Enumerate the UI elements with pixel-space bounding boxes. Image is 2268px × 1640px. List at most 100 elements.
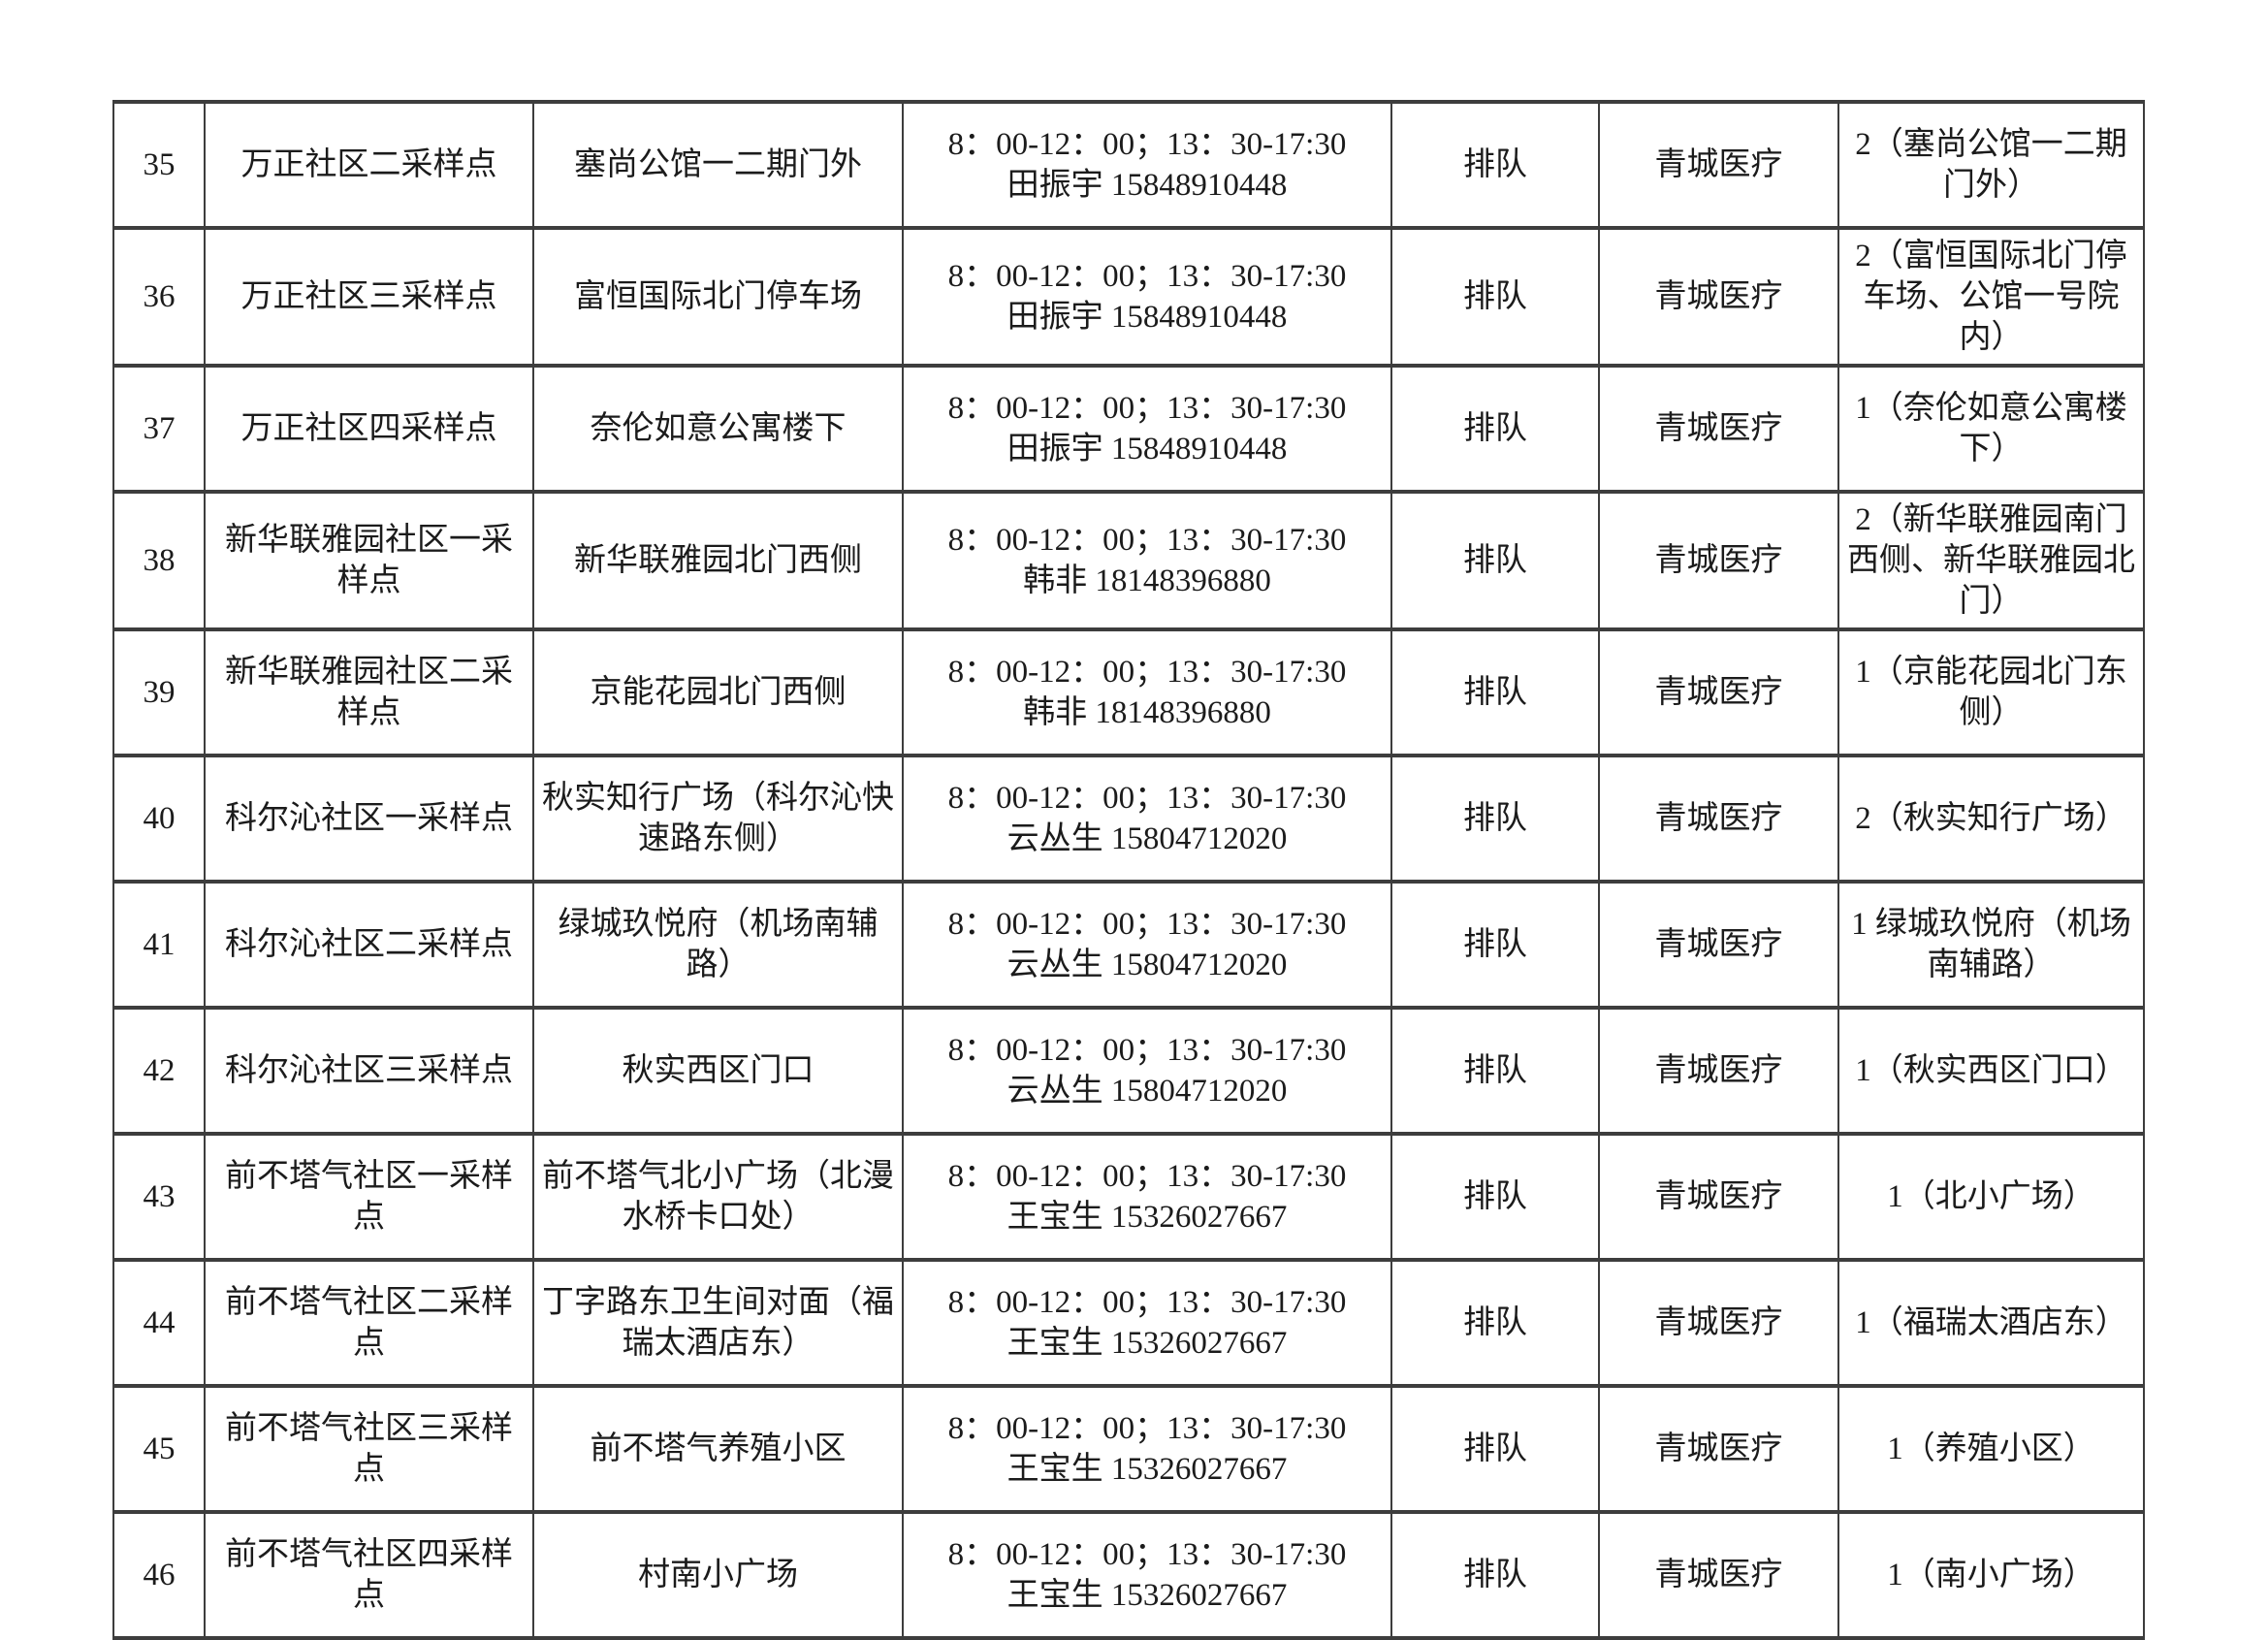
contact-text: 云丛生 15804712020 xyxy=(1006,948,1288,982)
cell-time-and-contact: 8：00-12：00；13：30-17:30 云丛生 15804712020 xyxy=(902,1006,1392,1136)
cell-time-and-contact: 8：00-12：00；13：30-17:30 韩非 18148396880 xyxy=(902,627,1392,757)
cell-sampling-org: 青城医疗 xyxy=(1598,1258,1839,1388)
table-row: 44 前不塔气社区二采样点 丁字路东卫生间对面（福瑞太酒店东） 8：00-12：… xyxy=(112,1258,2145,1388)
table-body: 35 万正社区二采样点 塞尚公馆一二期门外 8：00-12：00；13：30-1… xyxy=(112,100,2145,1640)
contact-text: 王宝生 15326027667 xyxy=(1006,1326,1288,1361)
cell-location: 京能花园北门西侧 xyxy=(532,627,904,757)
table-row: 35 万正社区二采样点 塞尚公馆一二期门外 8：00-12：00；13：30-1… xyxy=(112,100,2145,230)
cell-queue-method: 排队 xyxy=(1390,1510,1600,1640)
time-range-text: 8：00-12：00；13：30-17:30 xyxy=(947,1159,1347,1194)
cell-row-number: 35 xyxy=(112,100,206,230)
cell-queue-method: 排队 xyxy=(1390,1384,1600,1514)
contact-text: 田振宇 15848910448 xyxy=(1006,300,1288,335)
table-row: 42 科尔沁社区三采样点 秋实西区门口 8：00-12：00；13：30-17:… xyxy=(112,1006,2145,1136)
table-row: 45 前不塔气社区三采样点 前不塔气养殖小区 8：00-12：00；13：30-… xyxy=(112,1384,2145,1514)
cell-channel-count: 2（富恒国际北门停车场、公馆一号院内） xyxy=(1837,226,2145,368)
cell-row-number: 36 xyxy=(112,226,206,368)
table-row: 39 新华联雅园社区二采样点 京能花园北门西侧 8：00-12：00；13：30… xyxy=(112,627,2145,757)
cell-sampling-org: 青城医疗 xyxy=(1598,490,1839,631)
cell-queue-method: 排队 xyxy=(1390,490,1600,631)
cell-time-and-contact: 8：00-12：00；13：30-17:30 王宝生 15326027667 xyxy=(902,1384,1392,1514)
cell-sampling-org: 青城医疗 xyxy=(1598,754,1839,884)
cell-sampling-org: 青城医疗 xyxy=(1598,226,1839,368)
cell-row-number: 42 xyxy=(112,1006,206,1136)
table-row: 38 新华联雅园社区一采样点 新华联雅园北门西侧 8：00-12：00；13：3… xyxy=(112,490,2145,631)
cell-queue-method: 排队 xyxy=(1390,1258,1600,1388)
cell-row-number: 39 xyxy=(112,627,206,757)
cell-channel-count: 2（塞尚公馆一二期门外） xyxy=(1837,100,2145,230)
cell-location: 秋实知行广场（科尔沁快速路东侧） xyxy=(532,754,904,884)
cell-sampling-point-name: 新华联雅园社区二采样点 xyxy=(204,627,534,757)
time-range-text: 8：00-12：00；13：30-17:30 xyxy=(947,1537,1347,1572)
time-range-text: 8：00-12：00；13：30-17:30 xyxy=(947,1033,1347,1068)
table-row: 41 科尔沁社区二采样点 绿城玖悦府（机场南辅路） 8：00-12：00；13：… xyxy=(112,880,2145,1010)
cell-time-and-contact: 8：00-12：00；13：30-17:30 云丛生 15804712020 xyxy=(902,880,1392,1010)
cell-sampling-point-name: 万正社区四采样点 xyxy=(204,364,534,494)
cell-location: 奈伦如意公寓楼下 xyxy=(532,364,904,494)
cell-queue-method: 排队 xyxy=(1390,226,1600,368)
time-range-text: 8：00-12：00；13：30-17:30 xyxy=(947,907,1347,942)
time-range-text: 8：00-12：00；13：30-17:30 xyxy=(947,655,1347,690)
cell-location: 塞尚公馆一二期门外 xyxy=(532,100,904,230)
cell-sampling-org: 青城医疗 xyxy=(1598,1510,1839,1640)
cell-channel-count: 1（福瑞太酒店东） xyxy=(1837,1258,2145,1388)
cell-time-and-contact: 8：00-12：00；13：30-17:30 王宝生 15326027667 xyxy=(902,1132,1392,1262)
cell-channel-count: 1（京能花园北门东侧） xyxy=(1837,627,2145,757)
cell-sampling-org: 青城医疗 xyxy=(1598,1006,1839,1136)
contact-text: 田振宇 15848910448 xyxy=(1006,432,1288,466)
cell-channel-count: 2（秋实知行广场） xyxy=(1837,754,2145,884)
table-row: 43 前不塔气社区一采样点 前不塔气北小广场（北漫水桥卡口处） 8：00-12：… xyxy=(112,1132,2145,1262)
cell-location: 绿城玖悦府（机场南辅路） xyxy=(532,880,904,1010)
cell-queue-method: 排队 xyxy=(1390,880,1600,1010)
cell-sampling-point-name: 前不塔气社区一采样点 xyxy=(204,1132,534,1262)
time-range-text: 8：00-12：00；13：30-17:30 xyxy=(947,1285,1347,1320)
contact-text: 韩非 18148396880 xyxy=(1023,563,1271,598)
cell-location: 村南小广场 xyxy=(532,1510,904,1640)
contact-text: 田振宇 15848910448 xyxy=(1006,168,1288,203)
time-range-text: 8：00-12：00；13：30-17:30 xyxy=(947,523,1347,558)
contact-text: 韩非 18148396880 xyxy=(1023,695,1271,730)
cell-location: 秋实西区门口 xyxy=(532,1006,904,1136)
cell-sampling-point-name: 万正社区二采样点 xyxy=(204,100,534,230)
cell-sampling-org: 青城医疗 xyxy=(1598,364,1839,494)
cell-row-number: 45 xyxy=(112,1384,206,1514)
cell-row-number: 40 xyxy=(112,754,206,884)
time-range-text: 8：00-12：00；13：30-17:30 xyxy=(947,391,1347,426)
cell-sampling-point-name: 前不塔气社区四采样点 xyxy=(204,1510,534,1640)
cell-queue-method: 排队 xyxy=(1390,100,1600,230)
cell-row-number: 43 xyxy=(112,1132,206,1262)
time-range-text: 8：00-12：00；13：30-17:30 xyxy=(947,781,1347,816)
cell-time-and-contact: 8：00-12：00；13：30-17:30 王宝生 15326027667 xyxy=(902,1258,1392,1388)
time-range-text: 8：00-12：00；13：30-17:30 xyxy=(947,259,1347,294)
cell-time-and-contact: 8：00-12：00；13：30-17:30 田振宇 15848910448 xyxy=(902,100,1392,230)
cell-sampling-org: 青城医疗 xyxy=(1598,1132,1839,1262)
cell-location: 丁字路东卫生间对面（福瑞太酒店东） xyxy=(532,1258,904,1388)
cell-location: 富恒国际北门停车场 xyxy=(532,226,904,368)
cell-sampling-point-name: 前不塔气社区二采样点 xyxy=(204,1258,534,1388)
cell-sampling-point-name: 科尔沁社区二采样点 xyxy=(204,880,534,1010)
cell-channel-count: 2（新华联雅园南门西侧、新华联雅园北门） xyxy=(1837,490,2145,631)
contact-text: 王宝生 15326027667 xyxy=(1006,1452,1288,1487)
cell-sampling-org: 青城医疗 xyxy=(1598,100,1839,230)
cell-channel-count: 1（南小广场） xyxy=(1837,1510,2145,1640)
cell-sampling-point-name: 万正社区三采样点 xyxy=(204,226,534,368)
cell-time-and-contact: 8：00-12：00；13：30-17:30 云丛生 15804712020 xyxy=(902,754,1392,884)
sampling-points-table: 35 万正社区二采样点 塞尚公馆一二期门外 8：00-12：00；13：30-1… xyxy=(112,100,2145,1640)
page: { "page": { "background": "#ffffff", "te… xyxy=(112,100,2145,1640)
cell-sampling-point-name: 科尔沁社区一采样点 xyxy=(204,754,534,884)
cell-sampling-org: 青城医疗 xyxy=(1598,880,1839,1010)
contact-text: 云丛生 15804712020 xyxy=(1006,821,1288,856)
cell-sampling-org: 青城医疗 xyxy=(1598,1384,1839,1514)
cell-row-number: 44 xyxy=(112,1258,206,1388)
table-row: 40 科尔沁社区一采样点 秋实知行广场（科尔沁快速路东侧） 8：00-12：00… xyxy=(112,754,2145,884)
cell-channel-count: 1（奈伦如意公寓楼下） xyxy=(1837,364,2145,494)
cell-time-and-contact: 8：00-12：00；13：30-17:30 韩非 18148396880 xyxy=(902,490,1392,631)
cell-channel-count: 1（北小广场） xyxy=(1837,1132,2145,1262)
cell-row-number: 37 xyxy=(112,364,206,494)
time-range-text: 8：00-12：00；13：30-17:30 xyxy=(947,1411,1347,1446)
cell-time-and-contact: 8：00-12：00；13：30-17:30 田振宇 15848910448 xyxy=(902,364,1392,494)
cell-channel-count: 1（养殖小区） xyxy=(1837,1384,2145,1514)
cell-queue-method: 排队 xyxy=(1390,754,1600,884)
contact-text: 云丛生 15804712020 xyxy=(1006,1074,1288,1109)
cell-time-and-contact: 8：00-12：00；13：30-17:30 田振宇 15848910448 xyxy=(902,226,1392,368)
